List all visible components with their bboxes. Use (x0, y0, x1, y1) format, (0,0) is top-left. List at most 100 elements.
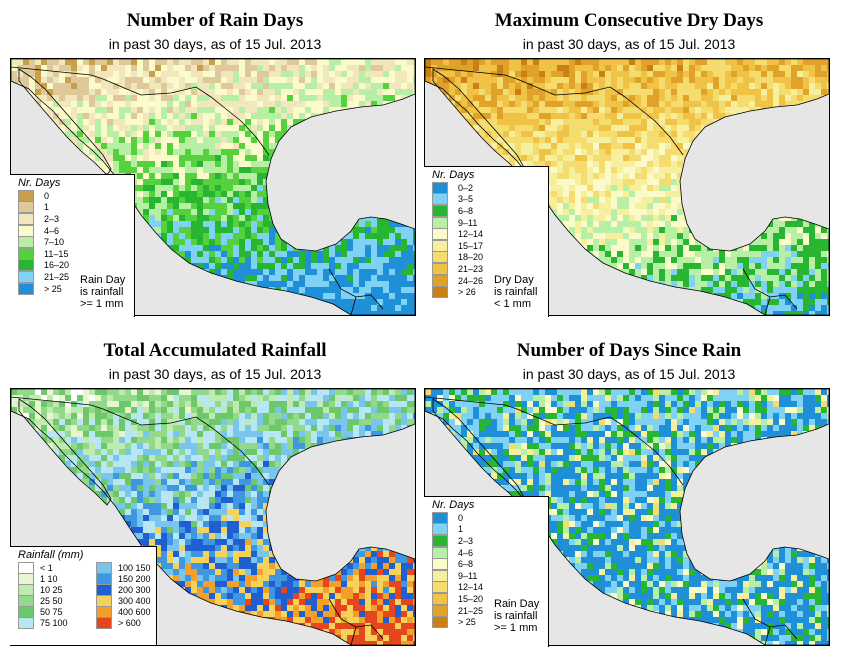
legend-swatch (432, 193, 448, 206)
legend-swatch (432, 262, 448, 275)
central-america-borders (742, 268, 798, 315)
legend-item: 7–10 (10, 236, 134, 249)
legend-swatch (18, 616, 34, 629)
legend-item: 50 75 (18, 605, 96, 618)
legend-label: 1 (44, 202, 50, 213)
legend-label: 0 (458, 512, 464, 523)
legend-item: 9–11 (424, 216, 548, 229)
legend-label: 16–20 (44, 260, 70, 271)
legend-title: Nr. Days (18, 177, 61, 189)
note-line: >= 1 mm (80, 298, 124, 310)
legend-title: Rainfall (mm) (18, 549, 84, 561)
legend-item: 2–3 (424, 534, 548, 547)
us-mexico-border (11, 396, 270, 486)
legend-swatch (432, 616, 448, 629)
legend-rain-days: Nr. Days 0 1 2–3 4–6 7–10 11–15 16–20 21–25 > 25 (10, 174, 135, 317)
note-line: >= 1 mm (494, 622, 538, 634)
central-america-borders (742, 598, 798, 645)
legend-swatch (18, 212, 34, 225)
legend-items: 0–2 3–5 6–8 9–11 12–14 15–17 18–20 21–23 24–26 > … (424, 181, 548, 299)
legend-item: 9–11 (424, 569, 548, 582)
panel-subtitle: in past 30 days, as of 15 Jul. 2013 (522, 366, 736, 382)
legend-item: 10 25 (18, 583, 96, 596)
legend-item: 24–26 (424, 274, 548, 287)
legend-label: 12–14 (458, 582, 484, 593)
legend-label: 200 300 (118, 584, 151, 595)
legend-swatch (18, 236, 34, 249)
legend-item: 15–20 (424, 592, 548, 605)
legend-label: < 1 (40, 562, 53, 573)
legend-item: 150 200 (96, 572, 174, 585)
legend-item: 0 (424, 511, 548, 524)
note-line: is rainfall (494, 610, 538, 622)
legend-item: 3–5 (424, 193, 548, 206)
legend-label: 100 150 (118, 562, 151, 573)
legend-label: 15–17 (458, 240, 484, 251)
legend-label: > 600 (118, 617, 141, 628)
legend-label: 0–2 (458, 182, 474, 193)
legend-label: 2–3 (44, 213, 60, 224)
panel-subtitle: in past 30 days, as of 15 Jul. 2013 (108, 366, 322, 382)
legend-swatch (432, 581, 448, 594)
legend-item: 21–23 (424, 262, 548, 275)
legend-swatch (432, 239, 448, 252)
legend-label: 150 200 (118, 573, 151, 584)
map-note: Rain Day is rainfall >= 1 mm (494, 598, 539, 634)
legend-label: 300 400 (118, 595, 151, 606)
legend-label: 1 (458, 524, 464, 535)
legend-label: 15–20 (458, 593, 484, 604)
legend-item: 2–3 (10, 212, 134, 225)
legend-label: 9–11 (458, 570, 478, 581)
panel-total-rainfall: Total Accumulated Rainfall in past 30 da… (10, 330, 420, 648)
legend-swatch (18, 270, 34, 283)
coastline (11, 389, 415, 645)
legend-item: 1 10 (18, 572, 96, 585)
legend-label: 25 50 (40, 595, 63, 606)
legend-swatch (432, 558, 448, 571)
legend-item: 21–25 (10, 270, 134, 283)
legend-item: 6–8 (424, 558, 548, 571)
legend-swatch (432, 604, 448, 617)
legend-label: 6–8 (458, 559, 474, 570)
legend-swatch (18, 282, 34, 295)
legend-label: 6–8 (458, 205, 474, 216)
legend-swatch (432, 286, 448, 299)
note-line: < 1 mm (494, 298, 531, 310)
legend-label: 12–14 (458, 229, 484, 240)
legend-swatch (432, 534, 448, 547)
legend-label: 21–25 (44, 271, 70, 282)
legend-item: 21–25 (424, 604, 548, 617)
legend-label: 21–25 (458, 605, 484, 616)
legend-swatch (18, 189, 34, 202)
legend-item: 15–17 (424, 239, 548, 252)
legend-label: 3–5 (458, 194, 474, 205)
legend-item: 16–20 (10, 259, 134, 272)
legend-title: Nr. Days (432, 499, 475, 511)
central-america-borders (328, 598, 384, 645)
panel-subtitle: in past 30 days, as of 15 Jul. 2013 (522, 36, 736, 52)
note-line: is rainfall (80, 286, 124, 298)
legend-swatch (432, 523, 448, 536)
legend-item: 1 (424, 523, 548, 536)
coastline (11, 59, 415, 315)
legend-item: 300 400 (96, 594, 174, 607)
legend-swatch (18, 224, 34, 237)
legend-items: 0 1 2–3 4–6 7–10 11–15 16–20 21–25 > 25 (10, 189, 134, 295)
panel-title: Maximum Consecutive Dry Days (494, 10, 764, 31)
panel-subtitle: in past 30 days, as of 15 Jul. 2013 (108, 36, 322, 52)
legend-swatch (432, 228, 448, 241)
panel-title: Number of Rain Days (126, 10, 304, 31)
legend-label: > 25 (458, 617, 476, 628)
legend-item: 75 100 (18, 616, 96, 629)
panel-days-since-rain: Number of Days Since Rain in past 30 day… (424, 330, 834, 648)
legend-label: 75 100 (40, 617, 68, 628)
central-america-borders (328, 268, 384, 315)
panel-title: Total Accumulated Rainfall (103, 340, 327, 361)
legend-label: 9–11 (458, 217, 478, 228)
legend-label: 21–23 (458, 263, 484, 274)
note-line: Rain Day (80, 274, 126, 286)
legend-item: 0–2 (424, 181, 548, 194)
legend-item: 25 50 (18, 594, 96, 607)
